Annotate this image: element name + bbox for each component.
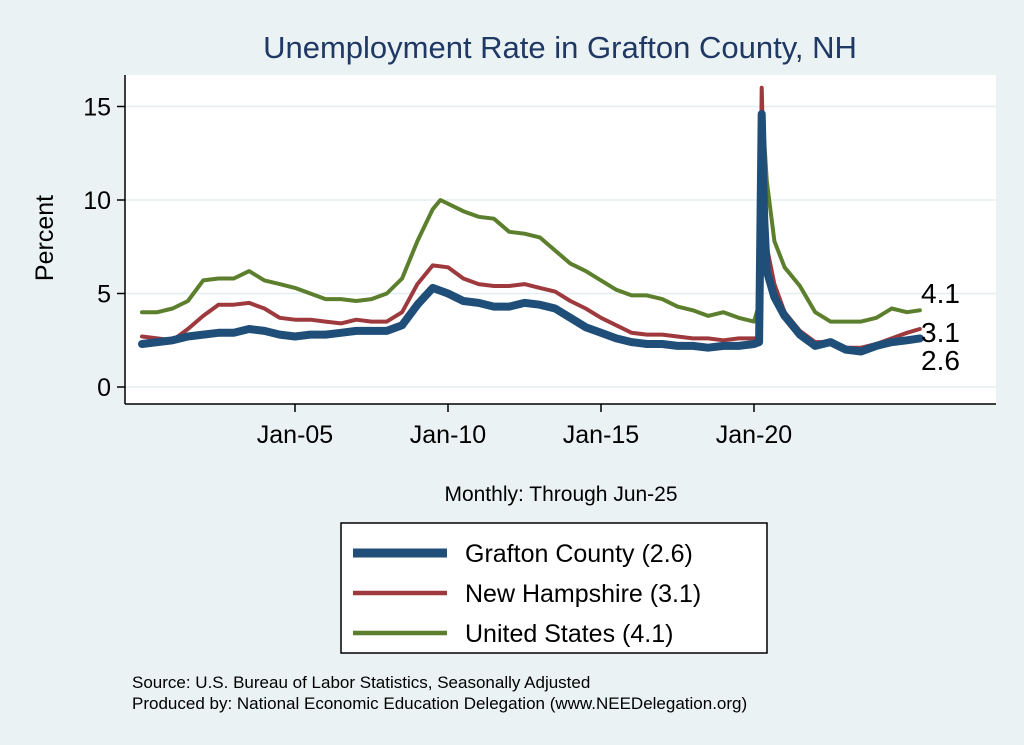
end-label-grafton: 2.6: [921, 345, 960, 376]
x-axis-label: Monthly: Through Jun-25: [444, 483, 677, 506]
end-label-nh: 3.1: [921, 317, 960, 348]
chart-title: Unemployment Rate in Grafton County, NH: [263, 30, 857, 65]
source-note: Source: U.S. Bureau of Labor Statistics,…: [132, 673, 590, 692]
y-ticks: 0 5 10 15: [83, 94, 125, 402]
x-tick-label: Jan-05: [257, 421, 333, 449]
plot-area: [125, 75, 996, 404]
series-lines: [138, 85, 924, 356]
x-ticks: Jan-05 Jan-10 Jan-15 Jan-20: [257, 404, 792, 449]
series-line-grafton: [138, 110, 924, 356]
x-tick-label: Jan-20: [716, 421, 792, 449]
gridlines: [125, 105, 996, 388]
x-tick-label: Jan-10: [410, 421, 486, 449]
y-axis-label: Percent: [31, 195, 59, 281]
end-label-us: 4.1: [921, 278, 960, 309]
y-tick-label: 15: [83, 94, 111, 122]
legend-label-nh: New Hampshire (3.1): [465, 580, 701, 608]
producer-note: Produced by: National Economic Education…: [132, 694, 747, 713]
legend-label-us: United States (4.1): [465, 620, 673, 648]
y-tick-label: 5: [97, 281, 111, 309]
y-tick-label: 10: [83, 187, 111, 215]
legend: Grafton County (2.6) New Hampshire (3.1)…: [340, 522, 768, 654]
legend-label-grafton: Grafton County (2.6): [465, 540, 693, 568]
y-tick-label: 0: [97, 374, 111, 402]
x-tick-label: Jan-15: [563, 421, 639, 449]
series-line-united-states: [140, 108, 922, 324]
